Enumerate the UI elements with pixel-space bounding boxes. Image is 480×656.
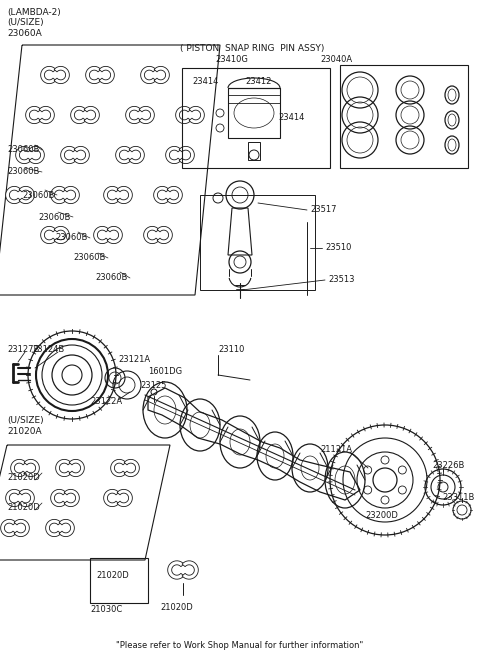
Polygon shape — [110, 459, 126, 477]
Text: 23200D: 23200D — [365, 510, 398, 520]
Polygon shape — [29, 146, 44, 163]
Text: 23311B: 23311B — [442, 493, 474, 501]
Polygon shape — [104, 186, 119, 203]
Polygon shape — [16, 146, 31, 163]
Text: (U/SIZE): (U/SIZE) — [7, 415, 44, 424]
Text: 23517: 23517 — [310, 205, 336, 215]
Polygon shape — [129, 146, 144, 163]
Text: 21020D: 21020D — [96, 571, 129, 581]
Polygon shape — [182, 561, 198, 579]
Text: 23060B: 23060B — [95, 274, 127, 283]
Polygon shape — [116, 146, 131, 163]
Text: (U/SIZE): (U/SIZE) — [7, 18, 44, 28]
Polygon shape — [24, 459, 39, 477]
Polygon shape — [84, 106, 99, 123]
Text: (LAMBDA-2): (LAMBDA-2) — [7, 9, 61, 18]
Text: 23060B: 23060B — [7, 146, 39, 155]
Text: 21020D: 21020D — [7, 504, 40, 512]
Polygon shape — [139, 106, 155, 123]
Text: 23121A: 23121A — [118, 356, 150, 365]
Text: 23060B: 23060B — [38, 213, 71, 222]
Polygon shape — [99, 66, 114, 83]
Polygon shape — [19, 186, 35, 203]
Polygon shape — [39, 106, 54, 123]
Text: 23412: 23412 — [245, 77, 271, 87]
Polygon shape — [154, 66, 169, 83]
Text: 23060B: 23060B — [55, 234, 87, 243]
Text: 23122A: 23122A — [90, 398, 122, 407]
Polygon shape — [54, 66, 70, 83]
Text: 23060A: 23060A — [7, 28, 42, 37]
Text: 21020D: 21020D — [160, 604, 193, 613]
Polygon shape — [94, 226, 109, 243]
Polygon shape — [104, 489, 119, 506]
Text: 23510: 23510 — [325, 243, 351, 253]
Polygon shape — [141, 66, 156, 83]
Polygon shape — [54, 226, 70, 243]
Polygon shape — [167, 186, 182, 203]
Polygon shape — [59, 520, 74, 537]
Polygon shape — [60, 146, 76, 163]
Polygon shape — [168, 561, 184, 579]
Text: ( PISTON  SNAP RING  PIN ASSY): ( PISTON SNAP RING PIN ASSY) — [180, 43, 324, 52]
Polygon shape — [117, 489, 132, 506]
Text: 23060B: 23060B — [73, 253, 106, 262]
Polygon shape — [64, 186, 79, 203]
Text: 23060B: 23060B — [22, 190, 54, 199]
Polygon shape — [179, 146, 194, 163]
Polygon shape — [25, 106, 41, 123]
Polygon shape — [64, 489, 79, 506]
Bar — [200, 195, 315, 290]
Polygon shape — [6, 186, 21, 203]
Polygon shape — [56, 459, 71, 477]
Polygon shape — [41, 66, 56, 83]
Polygon shape — [154, 186, 169, 203]
Polygon shape — [74, 146, 89, 163]
Text: 23125: 23125 — [140, 380, 167, 390]
Polygon shape — [0, 520, 16, 537]
Bar — [248, 142, 260, 160]
Text: 21020D: 21020D — [7, 474, 40, 483]
Text: 23414: 23414 — [192, 77, 218, 87]
Polygon shape — [50, 489, 66, 506]
Text: 23414: 23414 — [278, 113, 304, 123]
Polygon shape — [85, 66, 101, 83]
Text: "Please refer to Work Shop Manual for further information": "Please refer to Work Shop Manual for fu… — [116, 640, 364, 649]
Text: 21121A: 21121A — [320, 445, 352, 455]
Polygon shape — [189, 106, 204, 123]
Polygon shape — [6, 489, 21, 506]
Polygon shape — [46, 520, 61, 537]
Polygon shape — [11, 459, 26, 477]
Polygon shape — [69, 459, 84, 477]
Text: 23226B: 23226B — [432, 462, 464, 470]
Text: 23124B: 23124B — [32, 346, 64, 354]
Text: 23060B: 23060B — [7, 167, 39, 176]
Polygon shape — [41, 226, 56, 243]
Text: 23513: 23513 — [328, 276, 355, 285]
Polygon shape — [117, 186, 132, 203]
Text: 21030C: 21030C — [90, 605, 122, 615]
Text: 23410G: 23410G — [215, 56, 248, 64]
Polygon shape — [166, 146, 181, 163]
Bar — [182, 68, 330, 168]
Text: 23110: 23110 — [218, 346, 244, 354]
Polygon shape — [50, 186, 66, 203]
Text: 23127B: 23127B — [7, 346, 39, 354]
Polygon shape — [124, 459, 139, 477]
Text: 21020A: 21020A — [7, 428, 42, 436]
Text: 1601DG: 1601DG — [148, 367, 182, 377]
Text: 23040A: 23040A — [320, 56, 352, 64]
Bar — [90, 558, 148, 603]
Polygon shape — [14, 520, 29, 537]
Polygon shape — [19, 489, 35, 506]
Polygon shape — [157, 226, 172, 243]
Polygon shape — [71, 106, 86, 123]
Polygon shape — [126, 106, 141, 123]
Polygon shape — [176, 106, 191, 123]
Polygon shape — [144, 226, 159, 243]
Polygon shape — [107, 226, 122, 243]
